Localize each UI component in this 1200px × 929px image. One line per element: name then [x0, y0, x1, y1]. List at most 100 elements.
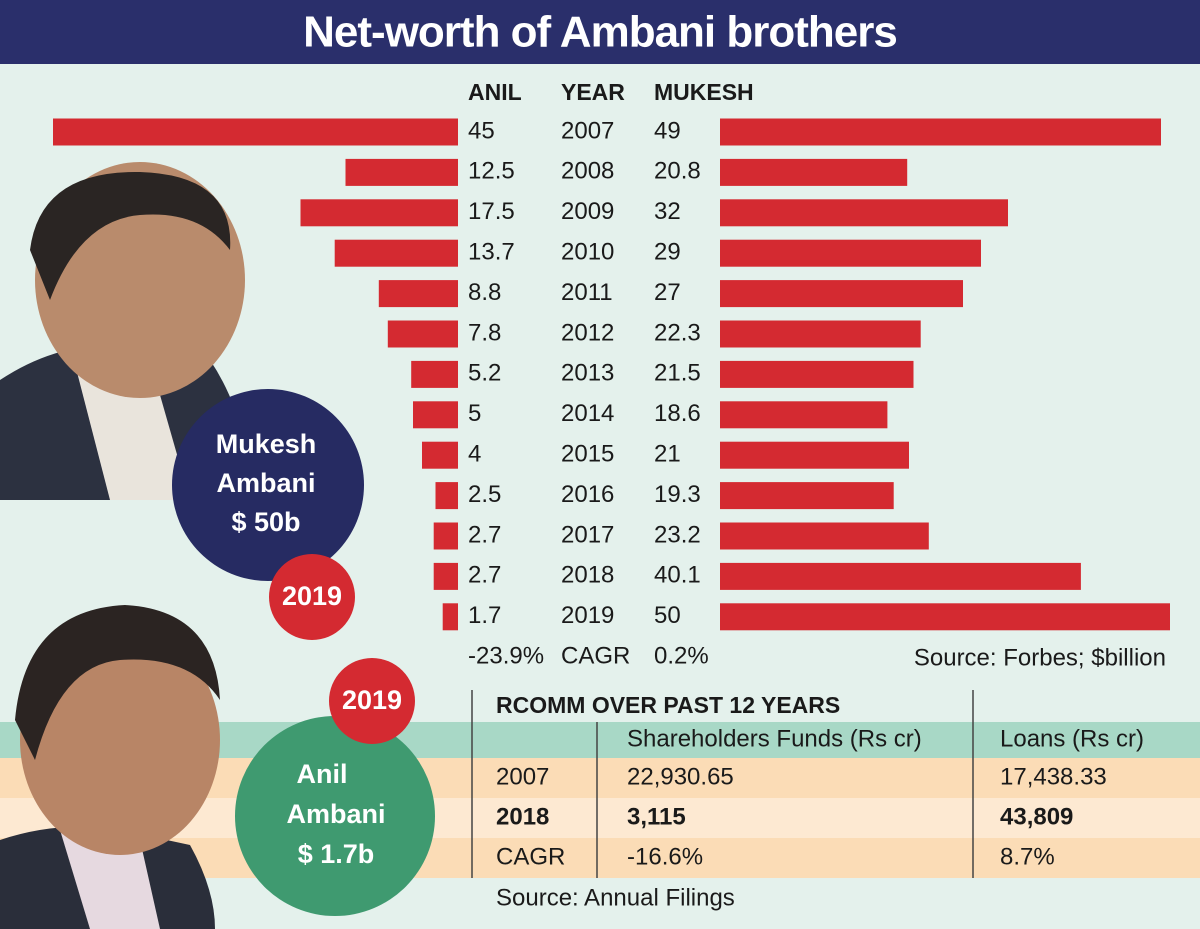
value-label: 27 [654, 279, 681, 306]
category-label: 2018 [561, 562, 614, 589]
bar [387, 320, 458, 348]
category-label: CAGR [561, 643, 630, 670]
year-circle [329, 658, 415, 744]
value-label: -23.9% [468, 643, 544, 670]
table-cell: 43,809 [1000, 803, 1073, 830]
bar [345, 158, 458, 186]
category-label: 2015 [561, 441, 614, 468]
table-cell: 2007 [496, 763, 549, 790]
value-label: 20.8 [654, 158, 701, 185]
bar [720, 280, 963, 308]
value-label: 40.1 [654, 562, 701, 589]
bar [53, 118, 458, 146]
badge-circle [172, 389, 364, 581]
portrait-mukesh [0, 162, 250, 500]
category-header: YEAR [561, 79, 625, 105]
value-label: 2.7 [468, 521, 501, 548]
bar [720, 320, 921, 348]
category-label: 2017 [561, 521, 614, 548]
bar [422, 441, 458, 469]
table-column-header: Loans (Rs cr) [1000, 725, 1144, 752]
year-circle [269, 554, 355, 640]
badge-name: Ambani [286, 799, 385, 829]
value-label: 32 [654, 198, 681, 225]
value-label: 7.8 [468, 319, 501, 346]
bar [720, 401, 888, 429]
table-cell: -16.6% [627, 843, 703, 870]
value-label: 29 [654, 239, 681, 266]
value-label: 45 [468, 117, 495, 144]
chart-source: Source: Forbes; $billion [914, 644, 1166, 671]
bar [442, 603, 458, 631]
badge-year: 2019 [342, 685, 402, 715]
value-label: 19.3 [654, 481, 701, 508]
value-label: 2.7 [468, 562, 501, 589]
value-label: 5 [468, 400, 481, 427]
value-label: 17.5 [468, 198, 515, 225]
value-label: 5.2 [468, 360, 501, 387]
bar [720, 482, 894, 510]
value-label: 22.3 [654, 319, 701, 346]
bar [720, 522, 929, 550]
badge-amount: $ 1.7b [298, 839, 375, 869]
value-label: 21.5 [654, 360, 701, 387]
bar [720, 199, 1008, 227]
portrait-anil [0, 605, 220, 929]
bar [334, 239, 458, 267]
bar [378, 280, 458, 308]
bar [720, 441, 909, 469]
category-label: 2011 [561, 279, 613, 306]
series-header: MUKESH [654, 79, 754, 105]
value-label: 1.7 [468, 602, 501, 629]
table-column-header: Shareholders Funds (Rs cr) [627, 725, 922, 752]
series-header: ANIL [468, 79, 522, 105]
title: Net-worth of Ambani brothers [303, 8, 897, 57]
table-cell: 2018 [496, 803, 549, 830]
bar [435, 482, 458, 510]
category-label: 2010 [561, 239, 614, 266]
table-cell: 17,438.33 [1000, 763, 1107, 790]
bar [411, 360, 458, 388]
value-label: 49 [654, 117, 681, 144]
bar [720, 118, 1161, 146]
value-label: 8.8 [468, 279, 501, 306]
value-label: 18.6 [654, 400, 701, 427]
bar [433, 562, 458, 590]
category-label: 2016 [561, 481, 614, 508]
bar [720, 360, 914, 388]
value-label: 12.5 [468, 158, 515, 185]
bar [720, 603, 1170, 631]
category-label: 2019 [561, 602, 614, 629]
bar [300, 199, 458, 227]
badge-circle [235, 716, 435, 916]
bar [433, 522, 458, 550]
category-label: 2012 [561, 319, 614, 346]
table-cell: 8.7% [1000, 843, 1055, 870]
bar [720, 239, 981, 267]
table-cell: 3,115 [627, 803, 686, 830]
badge-name: Anil [297, 759, 348, 789]
badge-name: Mukesh [216, 429, 317, 459]
value-label: 13.7 [468, 239, 515, 266]
bar [720, 562, 1081, 590]
badge-amount: $ 50b [231, 507, 300, 537]
category-label: 2008 [561, 158, 614, 185]
table-cell: CAGR [496, 843, 565, 870]
category-label: 2013 [561, 360, 614, 387]
value-label: 0.2% [654, 643, 709, 670]
value-label: 2.5 [468, 481, 501, 508]
value-label: 21 [654, 441, 681, 468]
value-label: 4 [468, 441, 481, 468]
title-band [0, 0, 1200, 64]
badge-year: 2019 [282, 581, 342, 611]
bar [720, 158, 908, 186]
category-label: 2007 [561, 117, 614, 144]
value-label: 23.2 [654, 521, 701, 548]
value-label: 50 [654, 602, 681, 629]
bar [413, 401, 458, 429]
category-label: 2014 [561, 400, 614, 427]
category-label: 2009 [561, 198, 614, 225]
table-cell: 22,930.65 [627, 763, 734, 790]
table-title: RCOMM OVER PAST 12 YEARS [496, 692, 840, 718]
